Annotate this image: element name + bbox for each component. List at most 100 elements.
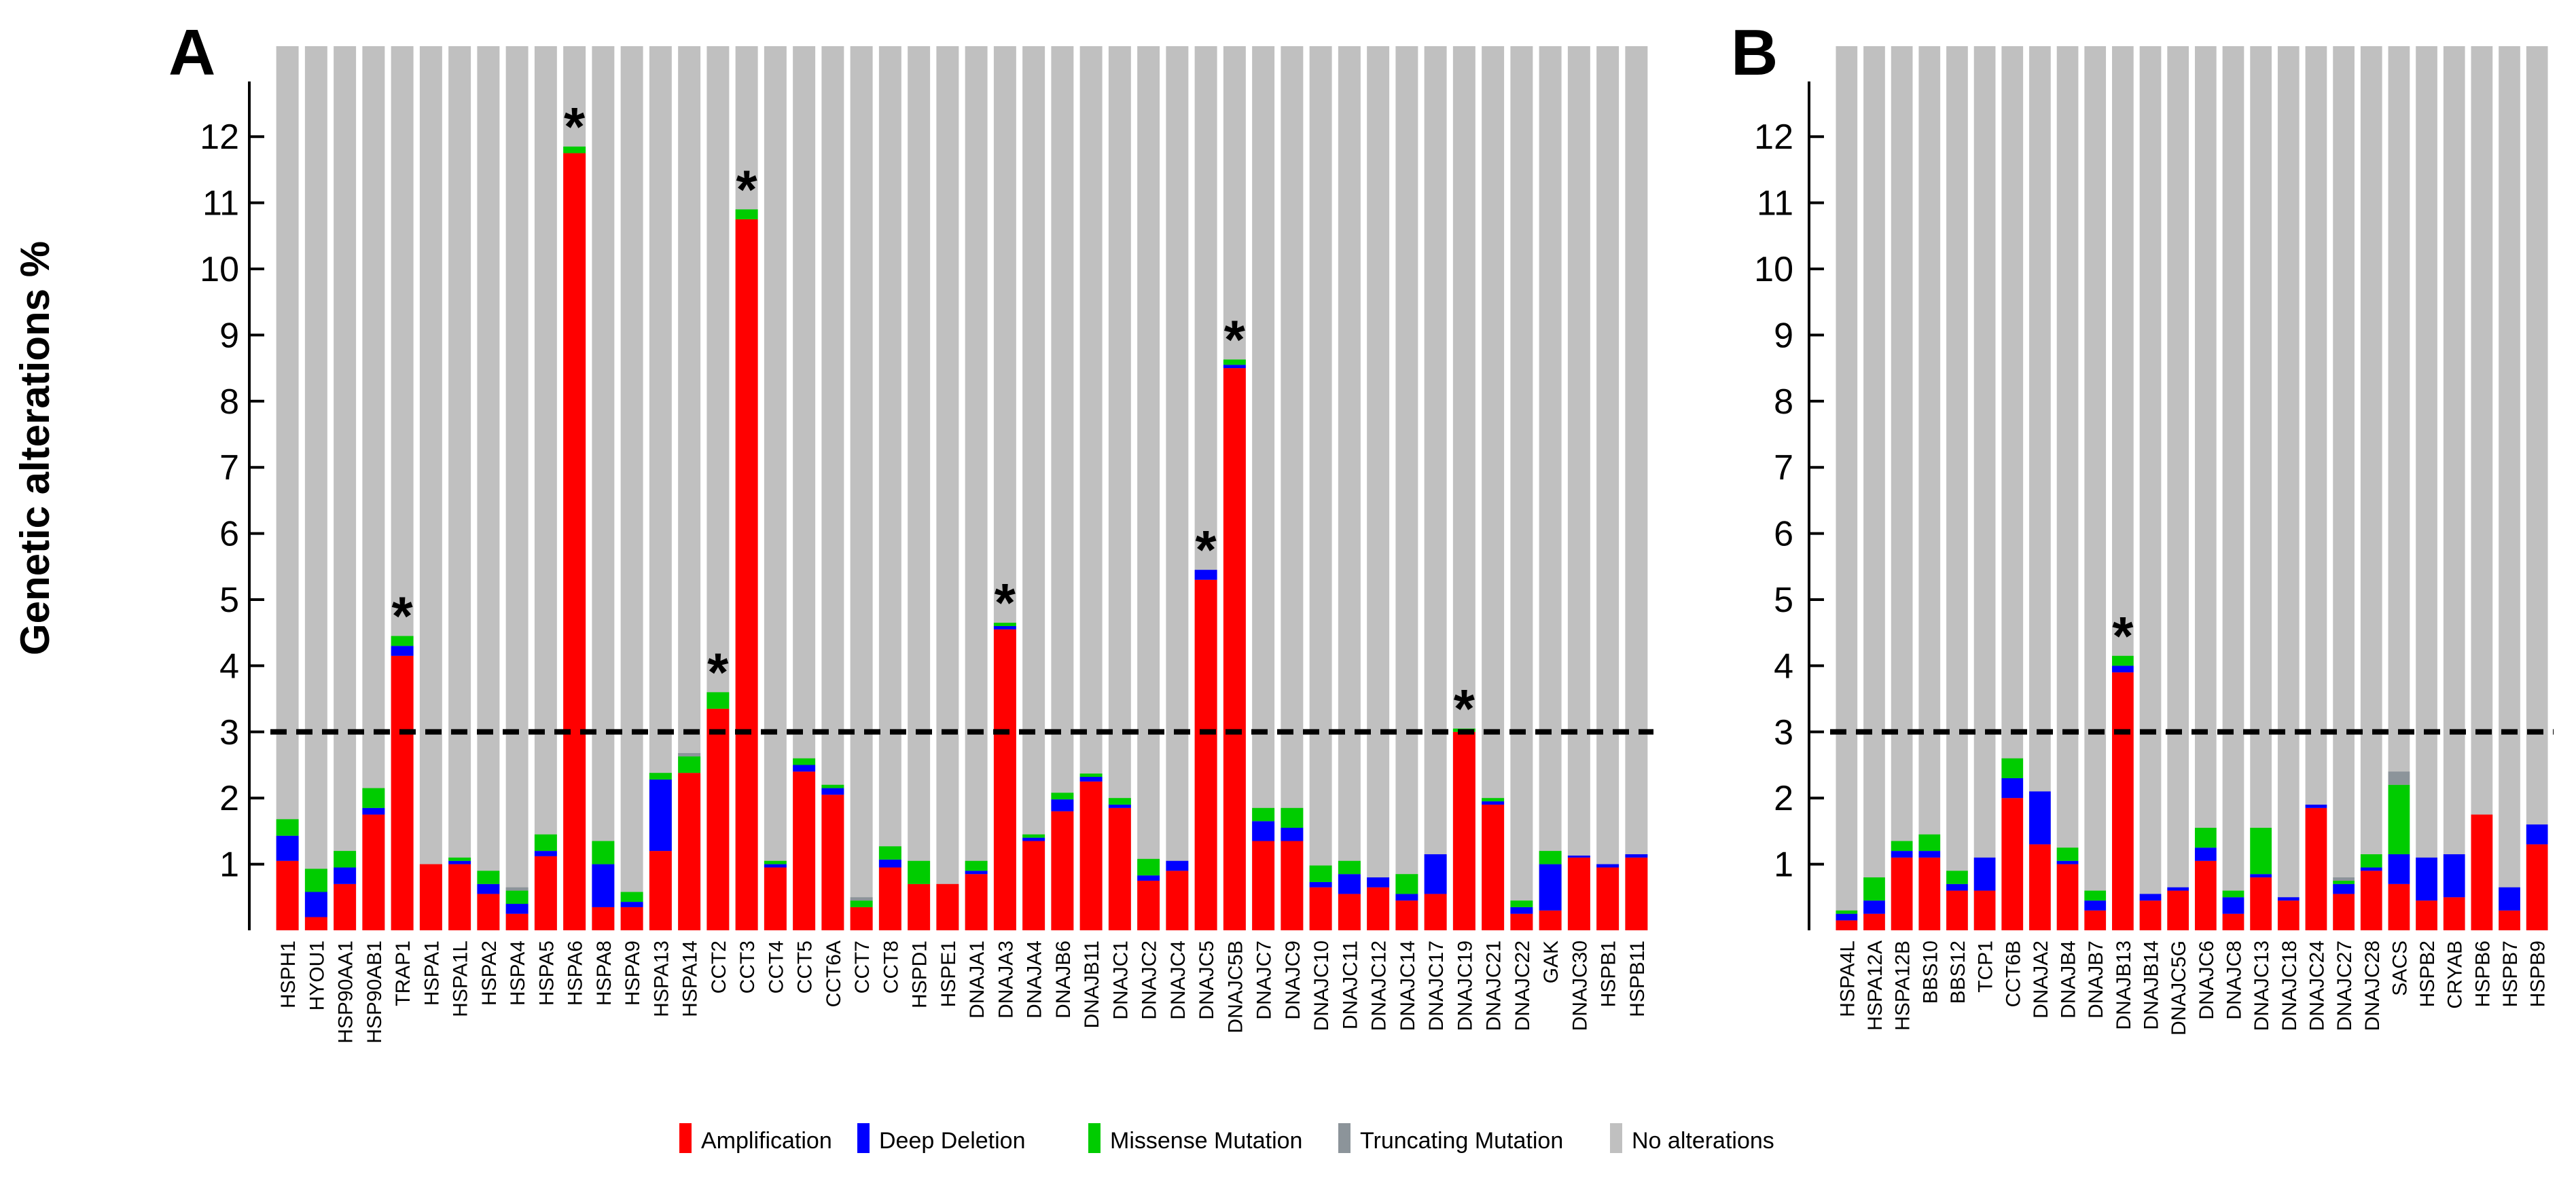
panel-a-category-label: HSPA14	[679, 941, 702, 1017]
panel-b-background-bar	[2250, 46, 2272, 930]
panel-a-bar-deep-deletion	[1367, 877, 1390, 888]
panel-a-bar-deep-deletion	[1223, 365, 1246, 369]
panel-a-significance-marker: *	[564, 96, 586, 157]
panel-a-background-bar	[764, 46, 787, 930]
legend-missense-mutation-label: Missense Mutation	[1110, 1128, 1302, 1154]
panel-b-category-label: HSPB9	[2527, 941, 2550, 1007]
panel-a-bar-deep-deletion	[1309, 881, 1332, 888]
panel-b-category-label: HSPB2	[2416, 941, 2439, 1007]
panel-a-background-bar	[850, 46, 873, 930]
panel-a-bar-deep-deletion	[1079, 777, 1103, 782]
panel-b-category-label: CRYAB	[2444, 941, 2467, 1009]
panel-a-bar-amplification	[1424, 894, 1447, 930]
panel-b-bar-deep-deletion	[2222, 897, 2244, 914]
legend-deep-deletion-label: Deep Deletion	[879, 1128, 1025, 1154]
panel-a-bar-missense-mutation	[850, 900, 873, 907]
panel-a-category-label: HSPA1L	[450, 941, 472, 1017]
panel-a-significance-marker: *	[1196, 519, 1217, 580]
panel-b-background-bar	[2471, 46, 2493, 930]
panel-a-bar-deep-deletion	[1051, 799, 1074, 811]
panel-a-bar-deep-deletion	[821, 788, 844, 795]
panel-a-category-label: DNAJC17	[1425, 941, 1448, 1031]
panel-b-background-bar	[2194, 46, 2217, 930]
panel-a-bar-missense-mutation	[1539, 851, 1562, 864]
panel-b-bar-amplification	[2112, 672, 2134, 930]
panel-b-bar-deep-deletion	[2167, 887, 2189, 891]
panel-a-bar-amplification	[1108, 807, 1131, 930]
panel-a-background-bar	[1166, 46, 1189, 930]
panel-a-bar-deep-deletion	[448, 860, 471, 864]
panel-a-bar-missense-mutation	[678, 756, 701, 773]
panel-b-background-bar	[2499, 46, 2520, 930]
panel-a-category-label: DNAJA1	[966, 941, 988, 1019]
panel-a-category-label: HSPA5	[535, 941, 558, 1006]
panel-b-category-label: HSPB7	[2499, 941, 2522, 1007]
panel-a-category-label: GAK	[1540, 941, 1562, 983]
panel-b-bar-amplification	[2416, 900, 2437, 930]
panel-a-bar-deep-deletion	[1510, 907, 1533, 914]
panel-b-background-bar	[2277, 46, 2300, 930]
panel-a-bar-missense-mutation	[1252, 807, 1275, 822]
panel-a-y-tick-label: 4	[219, 646, 239, 686]
panel-b-bar-deep-deletion	[2443, 854, 2465, 898]
panel-a-significance-marker: *	[736, 159, 758, 219]
panel-a-bar-amplification	[1567, 857, 1590, 930]
panel-b-y-tick-label: 1	[1774, 845, 1793, 885]
panel-b-bar-deep-deletion	[2112, 665, 2134, 673]
panel-a-category-label: HSPB11	[1626, 941, 1649, 1017]
panel-a-bar-amplification	[1051, 811, 1074, 930]
panel-a-bar-missense-mutation	[1079, 773, 1103, 778]
panel-a-bar-missense-mutation	[534, 834, 557, 852]
panel-a-bar-missense-mutation	[334, 851, 357, 868]
panel-a-bar-missense-mutation	[1395, 874, 1418, 894]
panel-a-category-label: HSP90AA1	[335, 941, 357, 1044]
panel-a-background-bar	[477, 46, 500, 930]
panel-a-bar-missense-mutation	[276, 819, 299, 836]
panel-a-bar-deep-deletion	[334, 867, 357, 884]
panel-a-category-label: HSPA8	[593, 941, 615, 1006]
panel-b-bar-missense-mutation	[2222, 890, 2244, 898]
panel-b-bar-amplification	[2526, 844, 2548, 930]
panel-a-bar-truncating-mutation	[505, 887, 529, 891]
panel-b-category-label: DNAJC8	[2223, 941, 2245, 1020]
panel-a-bar-deep-deletion	[1539, 864, 1562, 911]
panel-b-bar-amplification	[2222, 913, 2244, 930]
panel-a-category-label: HSPB1	[1598, 941, 1620, 1007]
panel-a-category-label: DNAJC5	[1196, 941, 1218, 1020]
panel-a-bar-deep-deletion	[649, 779, 672, 852]
panel-a-background-bar	[419, 46, 442, 930]
panel-b-background-bar	[2167, 46, 2189, 930]
panel-a-bar-amplification	[1137, 880, 1160, 930]
legend-amplification-label: Amplification	[701, 1128, 832, 1154]
panel-b-category-label: HSPB6	[2471, 941, 2494, 1007]
panel-b-bar-amplification	[1891, 857, 1913, 930]
panel-a-bar-deep-deletion	[965, 871, 988, 875]
panel-b-bar-missense-mutation	[2250, 828, 2272, 875]
legend-no-alterations-swatch	[1610, 1123, 1622, 1153]
panel-a-bar-amplification	[936, 883, 959, 930]
panel-a-background-bar	[505, 46, 529, 930]
panel-a-bar-deep-deletion	[1022, 837, 1045, 841]
panel-a-bar-deep-deletion	[362, 807, 385, 815]
panel-b-bar-amplification	[2001, 798, 2024, 930]
panel-a-y-tick-label: 5	[219, 581, 239, 620]
panel-b-bar-amplification	[2139, 900, 2162, 930]
panel-a-bar-truncating-mutation	[850, 897, 873, 901]
panel-b-bar-deep-deletion	[1863, 900, 1885, 914]
panel-b-bar-amplification	[1836, 920, 1858, 930]
panel-a-significance-marker: *	[707, 642, 729, 702]
panel-a-background-bar	[1137, 46, 1160, 930]
panel-a-bar-amplification	[391, 655, 414, 930]
legend-missense-mutation-swatch	[1088, 1123, 1101, 1153]
panel-a-category-label: HSPH1	[277, 941, 300, 1008]
panel-b-bar-amplification	[2443, 897, 2465, 930]
panel-a-background-bar	[1338, 46, 1361, 930]
panel-a-bar-missense-mutation	[1338, 860, 1361, 875]
panel-a-bar-deep-deletion	[534, 851, 557, 856]
panel-b-category-label: DNAJC13	[2251, 941, 2273, 1031]
panel-a-background-bar	[1281, 46, 1304, 930]
panel-a-bar-amplification	[850, 907, 873, 930]
panel-b-bar-amplification	[1918, 857, 1941, 930]
panel-b-bar-deep-deletion	[1973, 857, 1996, 891]
